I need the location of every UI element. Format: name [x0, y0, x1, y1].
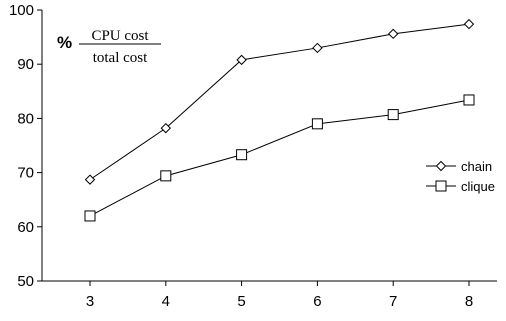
x-ticks: 3 4 5 6 7 8	[86, 281, 473, 310]
data-point-clique	[236, 149, 248, 161]
series-chain	[84, 18, 475, 185]
series-layer	[84, 18, 475, 222]
x-tick-label: 6	[313, 293, 321, 310]
y-label-denominator: total cost	[93, 50, 148, 66]
y-axis-label: % CPU cost total cost	[57, 28, 161, 66]
y-ticks: 50 60 70 80 90 100	[9, 2, 42, 290]
y-label-numerator: CPU cost	[91, 28, 149, 44]
data-point-chain	[236, 54, 247, 66]
legend-label: chain	[461, 159, 492, 174]
legend: chain clique	[426, 159, 495, 194]
series-line-chain	[89, 23, 470, 181]
legend-swatch-marker	[435, 180, 447, 192]
legend-item-chain: chain	[426, 159, 492, 174]
y-tick-label: 100	[9, 2, 34, 19]
data-point-clique	[84, 210, 96, 222]
y-tick-label: 80	[17, 110, 34, 127]
y-tick-label: 60	[17, 219, 34, 236]
legend-swatch-marker	[435, 160, 447, 172]
data-point-chain	[84, 174, 96, 185]
x-tick-label: 3	[86, 293, 94, 310]
y-tick-label: 70	[17, 165, 34, 182]
y-tick-label: 90	[17, 56, 34, 73]
data-point-chain	[312, 42, 323, 54]
data-point-clique	[160, 170, 172, 182]
x-tick-label: 5	[237, 293, 245, 310]
series-line-clique	[89, 99, 470, 217]
series-clique	[84, 94, 475, 222]
data-point-clique	[463, 94, 475, 106]
legend-item-clique: clique	[426, 179, 495, 194]
data-point-clique	[311, 118, 323, 130]
x-tick-label: 7	[389, 293, 397, 310]
data-point-chain	[463, 18, 475, 30]
legend-label: clique	[461, 179, 495, 194]
x-tick-label: 8	[465, 293, 473, 310]
y-tick-label: 50	[17, 273, 34, 290]
data-point-clique	[387, 109, 399, 121]
data-point-chain	[160, 122, 172, 134]
x-tick-label: 4	[162, 293, 170, 310]
data-point-chain	[387, 28, 399, 40]
y-label-prefix: %	[57, 33, 72, 52]
